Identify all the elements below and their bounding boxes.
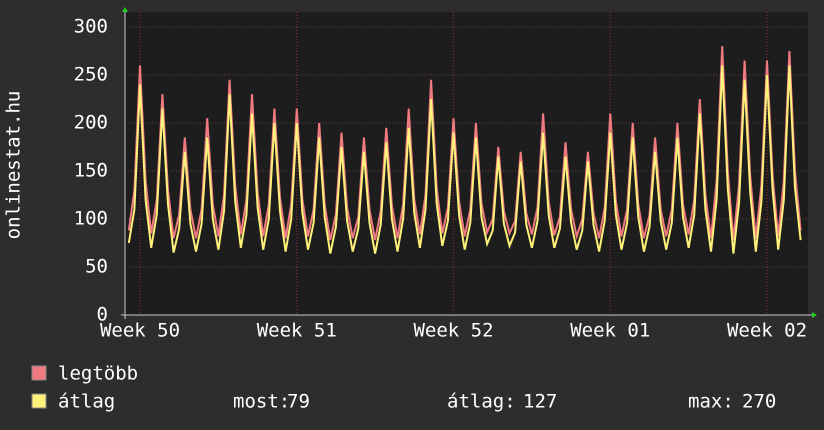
series-line <box>127 65 802 254</box>
x-tick-label: Week 52 <box>413 320 493 342</box>
legend-label: átlag <box>58 391 115 413</box>
series-line <box>127 46 802 241</box>
stat-label: átlag: <box>447 391 516 413</box>
x-tick-label: Week 51 <box>257 320 337 342</box>
y-tick-label: 0 <box>97 304 108 326</box>
legend-swatch <box>31 393 47 409</box>
axis-arrow <box>812 312 817 318</box>
x-tick-label: Week 01 <box>570 320 650 342</box>
stat-label: most: <box>233 391 290 413</box>
legend-label: legtöbb <box>58 363 138 385</box>
y-tick-label: 250 <box>74 64 108 86</box>
y-tick-label: 150 <box>74 160 108 182</box>
legend-swatch <box>31 365 47 381</box>
stat-value: 270 <box>742 391 776 413</box>
y-tick-label: 50 <box>85 256 108 278</box>
y-tick-label: 300 <box>74 16 108 38</box>
y-tick-label: 100 <box>74 208 108 230</box>
y-tick-label: 200 <box>74 112 108 134</box>
stat-value: 79 <box>287 391 310 413</box>
x-tick-label: Week 50 <box>100 320 180 342</box>
stat-value: 127 <box>523 391 557 413</box>
y-axis-label: onlinestat.hu <box>3 91 25 240</box>
x-tick-label: Week 02 <box>727 320 807 342</box>
axis-arrow <box>122 7 128 12</box>
plot-area <box>125 12 808 315</box>
stat-label: max: <box>688 391 734 413</box>
